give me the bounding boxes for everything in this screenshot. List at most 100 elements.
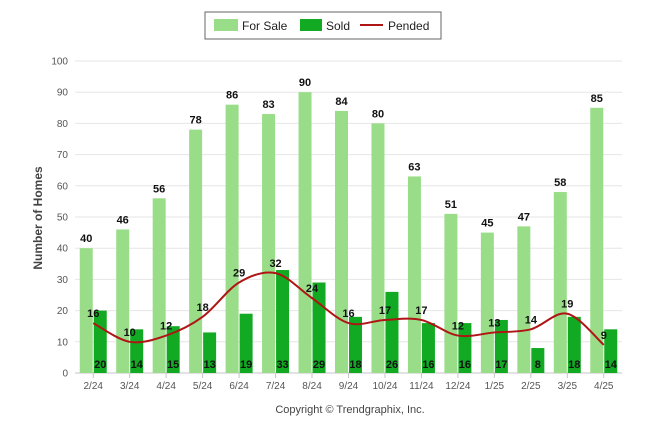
bar-sold — [567, 316, 581, 373]
value-label-sold: 15 — [167, 359, 179, 371]
x-tick-label: 6/24 — [229, 381, 249, 392]
bar-for-sale — [225, 104, 239, 374]
copyright-credit: Copyright © Trendgraphix, Inc. — [275, 404, 424, 416]
y-tick-label: 30 — [57, 275, 69, 286]
legend-swatch-sold — [300, 19, 322, 31]
value-label-for-sale: 78 — [190, 115, 202, 127]
value-label-sold: 16 — [459, 359, 471, 371]
x-tick-label: 4/25 — [594, 381, 614, 392]
x-tick-label: 12/24 — [445, 381, 470, 392]
y-tick-label: 70 — [57, 150, 69, 161]
bar-sold — [385, 291, 399, 373]
bar-sold — [531, 348, 545, 373]
value-label-pended: 17 — [379, 305, 391, 317]
legend-label-sold: Sold — [326, 19, 350, 33]
value-label-sold: 16 — [422, 359, 434, 371]
y-tick-label: 20 — [57, 306, 69, 317]
bar-sold — [239, 313, 253, 373]
value-label-for-sale: 90 — [299, 77, 311, 89]
legend-swatch-for-sale — [214, 19, 238, 31]
value-label-sold: 17 — [495, 359, 507, 371]
x-tick-label: 3/25 — [558, 381, 578, 392]
y-tick-label: 80 — [57, 119, 69, 130]
bar-sold — [494, 319, 508, 373]
bar-for-sale — [371, 123, 385, 374]
value-label-pended: 16 — [87, 308, 99, 320]
bar-for-sale — [480, 232, 494, 373]
value-label-sold: 20 — [94, 359, 106, 371]
x-tick-label: 7/24 — [266, 381, 286, 392]
value-label-sold: 33 — [276, 359, 288, 371]
bar-sold — [421, 323, 435, 373]
legend-label-pended: Pended — [388, 19, 429, 33]
legend-label-for-sale: For Sale — [242, 19, 288, 33]
value-label-pended: 14 — [525, 314, 538, 326]
bar-for-sale — [517, 226, 531, 373]
value-label-pended: 9 — [601, 330, 607, 342]
value-label-pended: 13 — [488, 317, 500, 329]
y-axis-title: Number of Homes — [31, 166, 45, 270]
value-label-sold: 18 — [349, 359, 361, 371]
legend-frame — [204, 11, 442, 40]
value-label-pended: 12 — [452, 321, 464, 333]
value-label-sold: 14 — [131, 359, 144, 371]
value-label-sold: 18 — [568, 359, 580, 371]
value-label-pended: 12 — [160, 321, 172, 333]
y-tick-label: 100 — [51, 57, 68, 68]
x-tick-label: 1/25 — [485, 381, 505, 392]
x-tick-label: 10/24 — [372, 381, 397, 392]
bar-for-sale — [262, 114, 276, 373]
data-labels: 40 46 56 78 86 83 90 84 80 63 51 45 47 58 85 20 14 15 13 19… — [80, 77, 618, 371]
bar-sold — [276, 270, 290, 373]
bar-for-sale — [116, 229, 130, 373]
bar-for-sale — [407, 176, 421, 373]
value-label-for-sale: 86 — [226, 90, 238, 102]
value-label-pended: 16 — [342, 308, 354, 320]
x-tick-label: 11/24 — [409, 381, 434, 392]
x-axis: 2/24 3/24 4/24 5/24 6/24 7/24 8/24 9/24 10/24 11/… — [75, 372, 622, 392]
value-label-for-sale: 84 — [335, 96, 348, 108]
value-label-for-sale: 47 — [518, 211, 530, 223]
value-label-for-sale: 80 — [372, 108, 384, 120]
line-pended — [92, 271, 605, 346]
value-label-sold: 14 — [605, 359, 618, 371]
x-tick-label: 8/24 — [302, 381, 322, 392]
bar-for-sale — [189, 129, 203, 373]
x-tick-label: 9/24 — [339, 381, 359, 392]
x-tick-label: 2/25 — [521, 381, 541, 392]
x-tick-label: 2/24 — [83, 381, 103, 392]
bar-for-sale — [79, 248, 93, 373]
value-label-for-sale: 46 — [117, 214, 129, 226]
y-tick-label: 40 — [57, 244, 69, 255]
value-label-pended: 32 — [269, 258, 281, 270]
value-label-sold: 26 — [386, 359, 398, 371]
value-label-for-sale: 40 — [80, 233, 92, 245]
gridlines — [75, 60, 622, 343]
value-label-for-sale: 58 — [554, 177, 566, 189]
value-label-for-sale: 56 — [153, 183, 165, 195]
pended-line — [92, 271, 605, 346]
bar-for-sale — [553, 192, 567, 373]
bar-marks — [79, 92, 618, 374]
value-label-for-sale: 51 — [445, 199, 457, 211]
x-tick-label: 3/24 — [120, 381, 140, 392]
bar-sold — [349, 316, 362, 373]
y-axis-ticks: 0 10 20 30 40 50 60 70 80 90 100 — [51, 57, 68, 380]
bar-for-sale — [152, 198, 166, 373]
value-label-pended: 10 — [124, 327, 136, 339]
value-label-for-sale: 85 — [591, 93, 603, 105]
value-label-for-sale: 45 — [481, 218, 493, 230]
value-label-for-sale: 83 — [262, 99, 274, 111]
y-tick-label: 0 — [62, 369, 68, 380]
value-label-sold: 13 — [204, 359, 216, 371]
x-tick-label: 4/24 — [156, 381, 176, 392]
bar-for-sale — [590, 107, 604, 374]
value-label-pended: 24 — [306, 283, 319, 295]
bar-for-sale — [335, 110, 348, 374]
bar-for-sale — [444, 213, 458, 373]
legend: For Sale Sold Pended — [204, 11, 442, 40]
value-label-pended: 29 — [233, 268, 245, 280]
bar-sold — [203, 332, 217, 373]
y-tick-label: 90 — [57, 88, 69, 99]
